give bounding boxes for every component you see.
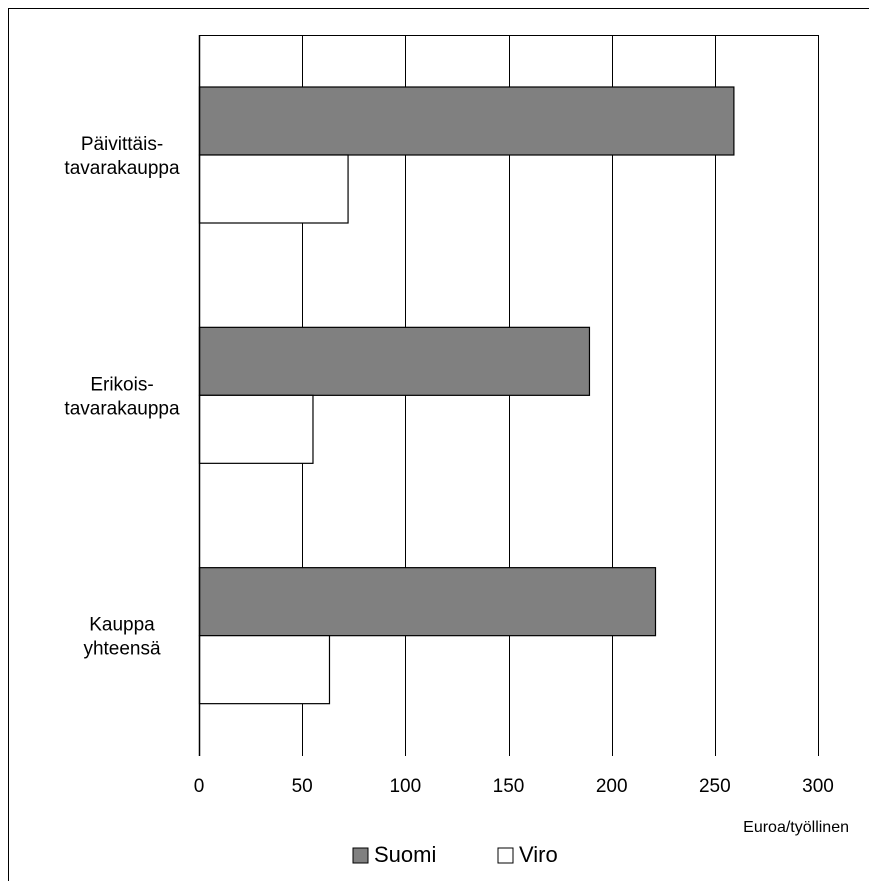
x-axis-title: Euroa/työllinen bbox=[743, 819, 849, 836]
legend-swatch-viro bbox=[497, 847, 514, 864]
x-tick-label-200: 200 bbox=[596, 776, 628, 797]
category-label-0-line-0: Päivittäis- bbox=[81, 134, 163, 155]
bars bbox=[198, 86, 735, 705]
category-label-0-line-1: tavarakauppa bbox=[64, 158, 180, 179]
axes bbox=[198, 35, 818, 756]
legend-swatch-suomi bbox=[352, 847, 369, 864]
legend: Suomi Viro bbox=[352, 842, 558, 867]
bar-viro-0 bbox=[198, 154, 349, 224]
legend-label-suomi: Suomi bbox=[374, 842, 436, 867]
bar-viro-1 bbox=[198, 394, 314, 464]
category-label-2-line-0: Kauppa bbox=[89, 615, 155, 636]
x-tick-label-300: 300 bbox=[802, 776, 834, 797]
x-tick-label-0: 0 bbox=[194, 776, 205, 797]
category-label-1-line-1: tavarakauppa bbox=[64, 398, 180, 419]
x-tick-label-250: 250 bbox=[699, 776, 731, 797]
bar-viro-2 bbox=[198, 635, 331, 705]
legend-label-viro: Viro bbox=[519, 842, 558, 867]
bar-suomi-0 bbox=[198, 86, 735, 156]
x-tick-label-50: 50 bbox=[292, 776, 313, 797]
x-tick-label-100: 100 bbox=[389, 776, 421, 797]
category-label-2-line-1: yhteensä bbox=[83, 639, 161, 660]
x-tick-label-150: 150 bbox=[493, 776, 525, 797]
bar-suomi-2 bbox=[198, 567, 657, 637]
bar-suomi-1 bbox=[198, 326, 591, 396]
labels: 0 50 100 150 200 250 300 Päivittäis-tavarakaupp… bbox=[64, 134, 833, 797]
category-label-1-line-0: Erikois- bbox=[90, 374, 153, 395]
